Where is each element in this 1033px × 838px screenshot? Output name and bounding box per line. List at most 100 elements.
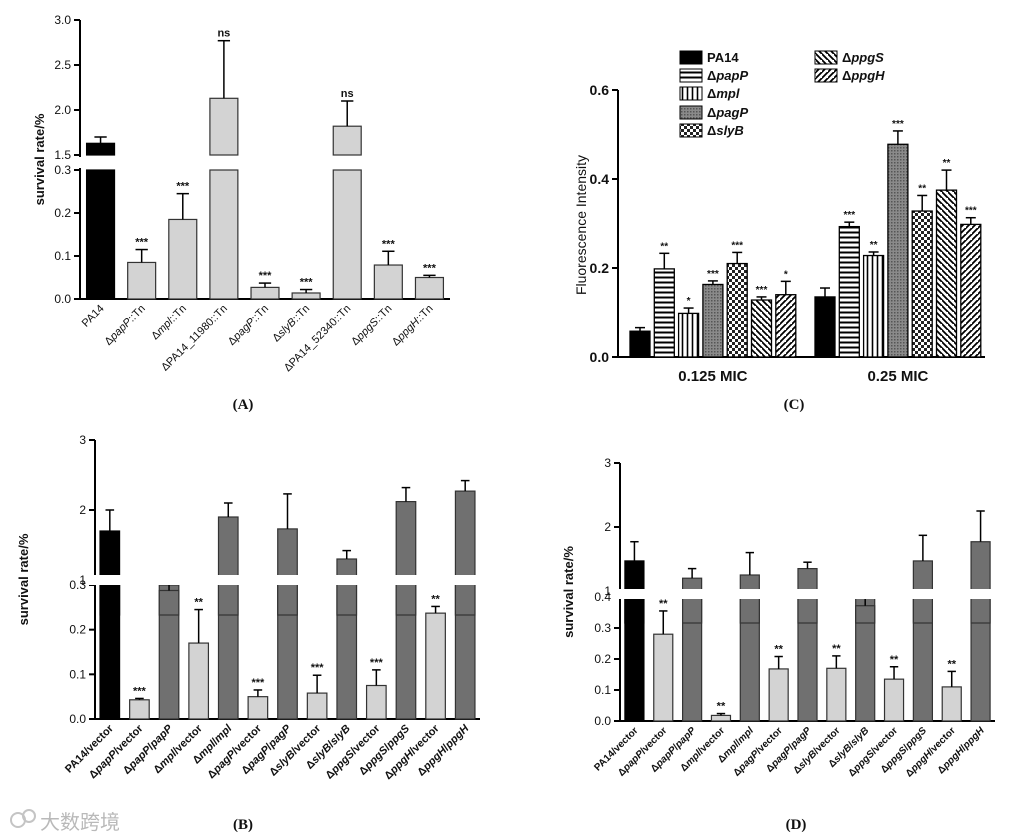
c-legend-swatch <box>679 86 703 101</box>
c-y-axis-label: Fluorescence Intensity <box>573 155 589 295</box>
a-category-label: Δmpl::Tn <box>149 303 189 343</box>
panel-label-c: (C) <box>784 397 805 413</box>
a-bar <box>127 261 157 300</box>
c-legend-swatch <box>814 68 838 83</box>
d-y-tick-label: 0.1 <box>594 683 611 697</box>
b-y-tick-label: 0.3 <box>69 578 86 592</box>
c-bar <box>677 312 700 358</box>
b-y-axis-label: survival rate/% <box>16 533 31 625</box>
c-significance: ** <box>918 183 926 194</box>
b-bar-upper <box>99 530 121 616</box>
c-legend-swatch <box>679 105 703 120</box>
panel-label-d: (D) <box>786 817 807 833</box>
panel-label-b: (B) <box>233 817 253 833</box>
b-bar-upper <box>336 558 358 616</box>
d-y-tick-label: 0.0 <box>594 714 611 728</box>
d-bar <box>653 633 674 722</box>
b-axis-break <box>87 575 482 585</box>
c-bar <box>887 143 909 358</box>
d-bar <box>710 714 732 722</box>
b-y-tick-label: 2 <box>79 503 86 517</box>
d-bar-upper <box>681 577 703 624</box>
c-significance: *** <box>843 210 855 221</box>
d-y-tick-label: 3 <box>604 456 611 470</box>
watermark-logo-icon-2 <box>22 809 36 823</box>
watermark-text: 大数跨境 <box>40 810 120 834</box>
b-bar <box>129 699 150 720</box>
c-significance: ** <box>660 241 668 252</box>
d-bar <box>941 686 962 722</box>
a-y-tick-label: 0.3 <box>54 163 71 177</box>
a-significance: *** <box>300 277 314 289</box>
b-y-tick-label: 3 <box>79 433 86 447</box>
d-bar <box>768 668 789 722</box>
c-legend-label: PA14 <box>707 50 739 65</box>
b-category-label: ΔppgH/ppgH <box>415 722 472 779</box>
a-significance: *** <box>259 270 273 282</box>
c-significance: * <box>687 296 691 307</box>
c-y-tick-label: 0.6 <box>590 82 610 98</box>
c-significance: *** <box>731 240 743 251</box>
a-y-tick-label: 3.0 <box>54 13 71 27</box>
panel-label-a: (A) <box>233 397 254 413</box>
b-significance: ** <box>194 597 203 609</box>
d-y-tick-label: 0.4 <box>594 590 611 604</box>
c-significance: *** <box>892 119 904 130</box>
a-axis-break <box>72 157 452 167</box>
a-y-axis-label: survival rate/% <box>32 113 47 205</box>
a-y-tick-label: 2.5 <box>54 58 71 72</box>
d-y-tick-label: 0.3 <box>594 621 611 635</box>
d-bar-upper <box>855 605 876 624</box>
c-bar <box>726 262 748 358</box>
c-legend-label: ΔpagP <box>707 105 748 120</box>
c-group-label: 0.125 MIC <box>678 368 747 385</box>
a-y-tick-label: 1.5 <box>54 148 71 162</box>
d-significance: ** <box>947 658 956 670</box>
a-bar <box>414 276 445 300</box>
c-legend-swatch <box>814 50 838 65</box>
d-bar-upper <box>970 541 991 624</box>
a-significance: *** <box>176 181 190 193</box>
a-y-tick-label: 2.0 <box>54 103 71 117</box>
a-category-label: ΔppgS::Tn <box>349 303 394 348</box>
d-significance: ** <box>717 701 726 713</box>
d-y-tick-label: 2 <box>604 520 611 534</box>
d-bar <box>883 678 905 722</box>
b-bar-upper <box>158 589 180 616</box>
b-bar-upper <box>395 501 417 616</box>
c-legend-label: ΔpapP <box>707 68 748 83</box>
a-y-tick-label: 0.0 <box>54 292 71 306</box>
b-bar <box>425 612 446 720</box>
a-significance: *** <box>135 237 149 249</box>
c-significance: *** <box>965 206 977 217</box>
b-bar <box>306 692 328 720</box>
a-bar <box>332 169 362 300</box>
c-bar <box>911 210 933 358</box>
a-bar-upper <box>85 142 116 156</box>
c-legend-label: ΔppgH <box>842 68 885 83</box>
c-bar <box>935 189 958 358</box>
c-significance: ** <box>870 240 878 251</box>
a-bar-upper <box>332 125 362 156</box>
c-legend-swatch <box>679 123 703 138</box>
c-y-tick-label: 0.4 <box>590 171 610 187</box>
panel-a-chart: 0.0 0.1 0.2 0.31.5 2.0 2.5 3.0 survival rate/% P… <box>32 13 452 374</box>
d-y-tick-label: 1 <box>604 584 611 598</box>
a-category-label: ΔslyB::Tn <box>270 303 312 345</box>
watermark: 大数跨境 <box>10 809 120 834</box>
d-significance: ** <box>832 643 841 655</box>
b-bar-upper <box>217 516 239 616</box>
b-bar-upper <box>277 528 298 616</box>
b-significance: *** <box>251 677 265 689</box>
c-legend-swatch <box>679 50 703 65</box>
d-axis-break <box>612 589 997 599</box>
b-significance: *** <box>370 657 384 669</box>
d-significance: ** <box>890 654 899 666</box>
c-legend-label: ΔslyB <box>707 123 744 138</box>
a-bar <box>168 218 198 300</box>
a-category-label: ΔpagP::Tn <box>226 303 271 348</box>
a-significance: ns <box>217 28 230 40</box>
